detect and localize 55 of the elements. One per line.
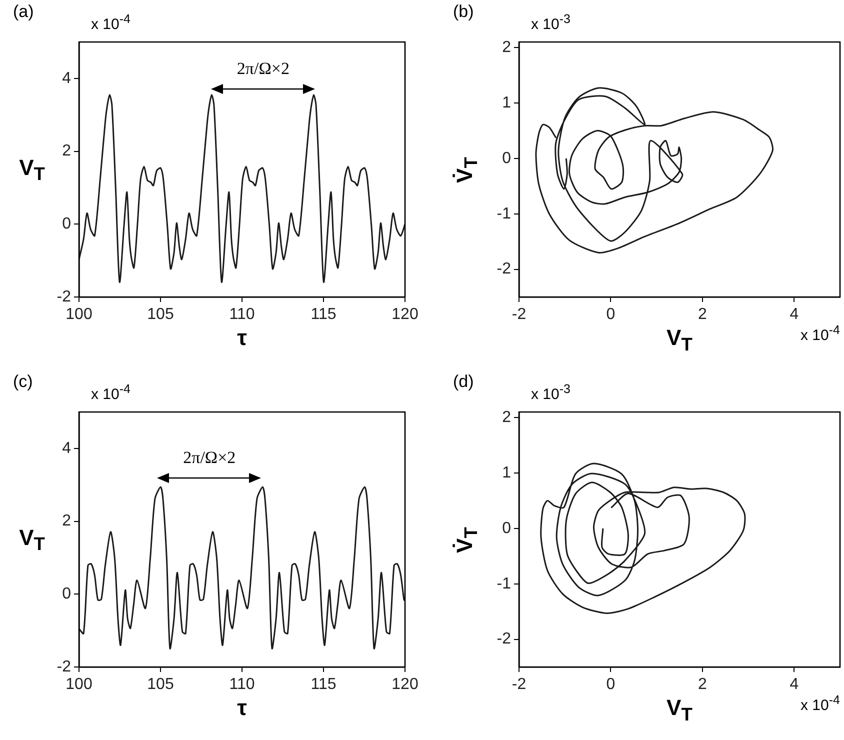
y-tick-label: 2 [62,512,72,530]
y-tick-label: 2 [502,408,512,426]
text: x 10$^{-3}$ [531,382,570,403]
text: x 10$^{-4}$ [800,693,840,714]
x-tick-label: 2 [698,676,707,694]
line-series [540,462,746,614]
x-tick-label: 4 [790,306,799,324]
y-tick-label: 4 [62,70,72,87]
text: x 10$^{-3}$ [531,12,570,33]
x-axis-title: τ [237,695,247,721]
x-tick-label: 2 [698,306,707,324]
annotation: 2π/Ω×2 [236,59,290,80]
y-tick-label: -1 [496,205,512,222]
y-tick-label: 0 [502,520,512,537]
x-tick-label: 110 [229,676,255,694]
x-tick-label: 115 [310,676,336,694]
x-tick-label: 105 [147,676,174,694]
text: x 10$^{-4}$ [800,323,840,344]
x-tick-label: 120 [392,306,418,324]
x-tick-label: 0 [606,676,616,694]
y-tick-label: 2 [502,38,512,56]
y-tick-label: -2 [56,658,72,676]
text: x 10$^{-4}$ [91,382,130,403]
y-tick-label: -2 [496,630,512,648]
line-series [79,486,405,650]
x-tick-label: 100 [66,306,92,324]
x-tick-label: 110 [229,306,255,324]
chart-title: (d) [453,372,474,392]
y-axis-title: V$_{T}$ [19,524,45,555]
y-tick-label: 0 [62,216,72,233]
y-tick-label: -1 [496,575,512,592]
chart-title: (c) [13,372,33,392]
y-tick-label: 0 [62,586,72,603]
y-tick-label: 1 [502,94,512,112]
x-tick-label: 115 [310,306,336,324]
x-tick-label: 100 [66,676,92,694]
x-tick-label: 4 [790,676,799,694]
y-tick-label: 4 [62,440,72,457]
y-tick-label: 1 [502,464,512,482]
y-tick-label: 0 [502,150,512,167]
y-tick-label: -2 [496,260,512,278]
y-axis-title: V$_{T}$ [19,154,45,185]
text: x 10$^{-4}$ [91,12,130,33]
x-axis-title: V$_{T}$ [666,695,692,726]
y-tick-label: 2 [62,142,72,160]
x-tick-label: 120 [392,676,418,694]
chart-title: (b) [453,2,474,22]
chart-title: (a) [13,2,34,22]
annotation: 2π/Ω×2 [183,448,236,468]
line-series [535,87,774,254]
x-tick-label: 105 [147,306,174,324]
x-axis-title: τ [237,325,247,351]
x-tick-label: 0 [606,306,616,324]
y-tick-label: -2 [56,288,72,306]
x-axis-title: V$_{T}$ [666,325,692,356]
